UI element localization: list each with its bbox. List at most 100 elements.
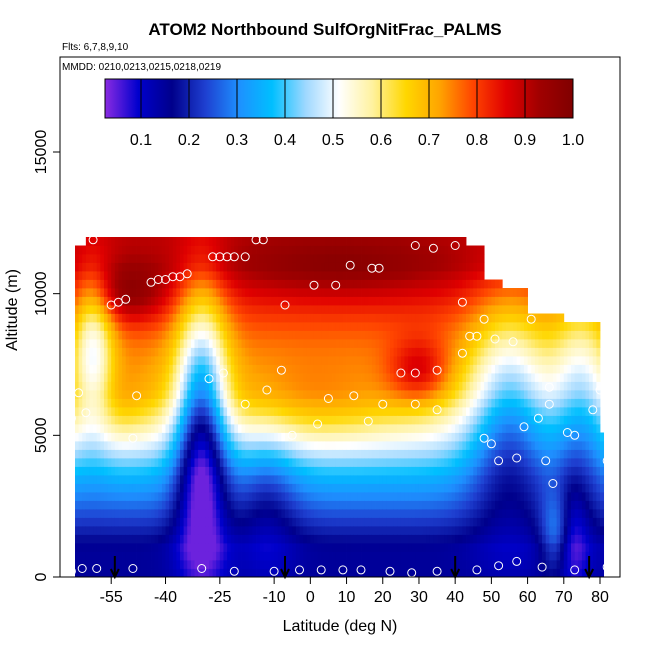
- heatmap-cell: [339, 381, 344, 391]
- heatmap-cell: [274, 449, 279, 459]
- heatmap-cell: [256, 339, 261, 348]
- heatmap-cell: [466, 432, 471, 442]
- heatmap-cell: [176, 330, 181, 340]
- heatmap-cell: [466, 441, 471, 450]
- heatmap-cell: [205, 330, 210, 340]
- heatmap-cell: [288, 390, 293, 399]
- heatmap-cell: [313, 347, 318, 357]
- heatmap-cell: [332, 322, 337, 331]
- heatmap-cell: [205, 237, 210, 246]
- heatmap-cell: [368, 271, 373, 280]
- heatmap-cell: [172, 415, 177, 425]
- heatmap-cell: [281, 271, 286, 280]
- heatmap-cell: [382, 500, 387, 510]
- heatmap-cell: [212, 313, 217, 323]
- heatmap-cell: [285, 543, 290, 552]
- heatmap-cell: [342, 279, 347, 289]
- heatmap-cell: [346, 356, 351, 365]
- heatmap-cell: [487, 534, 492, 544]
- heatmap-cell: [328, 424, 333, 433]
- heatmap-cell: [180, 254, 185, 263]
- heatmap-cell: [426, 398, 431, 408]
- heatmap-cell: [190, 322, 195, 331]
- heatmap-cell: [458, 424, 463, 433]
- heatmap-cell: [158, 364, 163, 374]
- heatmap-cell: [165, 364, 170, 374]
- heatmap-cell: [114, 305, 119, 314]
- heatmap-cell: [324, 560, 329, 569]
- heatmap-cell: [404, 356, 409, 365]
- heatmap-cell: [82, 271, 87, 280]
- heatmap-cell: [527, 373, 532, 382]
- heatmap-cell: [161, 466, 166, 476]
- heatmap-cell: [429, 475, 434, 484]
- heatmap-cell: [187, 245, 192, 255]
- heatmap-cell: [335, 398, 340, 408]
- heatmap-cell: [379, 279, 384, 289]
- heatmap-cell: [408, 288, 413, 297]
- heatmap-cell: [96, 492, 101, 501]
- heatmap-cell: [382, 373, 387, 382]
- heatmap-cell: [129, 364, 134, 374]
- heatmap-cell: [180, 356, 185, 365]
- heatmap-cell: [361, 271, 366, 280]
- heatmap-cell: [256, 492, 261, 501]
- heatmap-cell: [292, 509, 297, 518]
- heatmap-cell: [201, 296, 206, 306]
- heatmap-cell: [339, 288, 344, 297]
- heatmap-cell: [285, 509, 290, 518]
- heatmap-cell: [183, 492, 188, 501]
- heatmap-cell: [495, 543, 500, 552]
- heatmap-cell: [154, 398, 159, 408]
- heatmap-cell: [140, 551, 145, 561]
- heatmap-cell: [357, 339, 362, 348]
- heatmap-cell: [89, 262, 94, 272]
- heatmap-cell: [324, 551, 329, 561]
- heatmap-cell: [440, 254, 445, 263]
- heatmap-cell: [122, 381, 127, 391]
- heatmap-cell: [198, 466, 203, 476]
- heatmap-cell: [288, 237, 293, 246]
- heatmap-cell: [299, 560, 304, 569]
- heatmap-cell: [132, 560, 137, 569]
- heatmap-cell: [151, 322, 156, 331]
- heatmap-cell: [397, 262, 402, 272]
- heatmap-cell: [462, 356, 467, 365]
- heatmap-cell: [310, 424, 315, 433]
- heatmap-cell: [527, 500, 532, 510]
- heatmap-cell: [216, 245, 221, 255]
- heatmap-cell: [274, 534, 279, 544]
- heatmap-cell: [241, 424, 246, 433]
- heatmap-cell: [473, 288, 478, 297]
- heatmap-cell: [498, 364, 503, 374]
- heatmap-cell: [382, 517, 387, 527]
- heatmap-cell: [527, 509, 532, 518]
- heatmap-cell: [310, 432, 315, 442]
- heatmap-cell: [437, 415, 442, 425]
- heatmap-cell: [368, 560, 373, 569]
- heatmap-cell: [466, 288, 471, 297]
- heatmap-cell: [241, 330, 246, 340]
- heatmap-cell: [176, 364, 181, 374]
- heatmap-cell: [350, 415, 355, 425]
- heatmap-cell: [368, 356, 373, 365]
- heatmap-cell: [111, 534, 116, 544]
- heatmap-cell: [161, 415, 166, 425]
- heatmap-cell: [140, 543, 145, 552]
- heatmap-cell: [125, 424, 130, 433]
- heatmap-cell: [172, 441, 177, 450]
- heatmap-cell: [245, 279, 250, 289]
- heatmap-cell: [277, 288, 282, 297]
- heatmap-cell: [404, 237, 409, 246]
- heatmap-cell: [487, 466, 492, 476]
- heatmap-cell: [194, 237, 199, 246]
- heatmap-cell: [368, 322, 373, 331]
- heatmap-cell: [143, 373, 148, 382]
- heatmap-cell: [230, 254, 235, 263]
- heatmap-cell: [89, 364, 94, 374]
- heatmap-cell: [205, 390, 210, 399]
- heatmap-cell: [415, 262, 420, 272]
- heatmap-cell: [404, 245, 409, 255]
- heatmap-cell: [473, 356, 478, 365]
- heatmap-cell: [208, 254, 213, 263]
